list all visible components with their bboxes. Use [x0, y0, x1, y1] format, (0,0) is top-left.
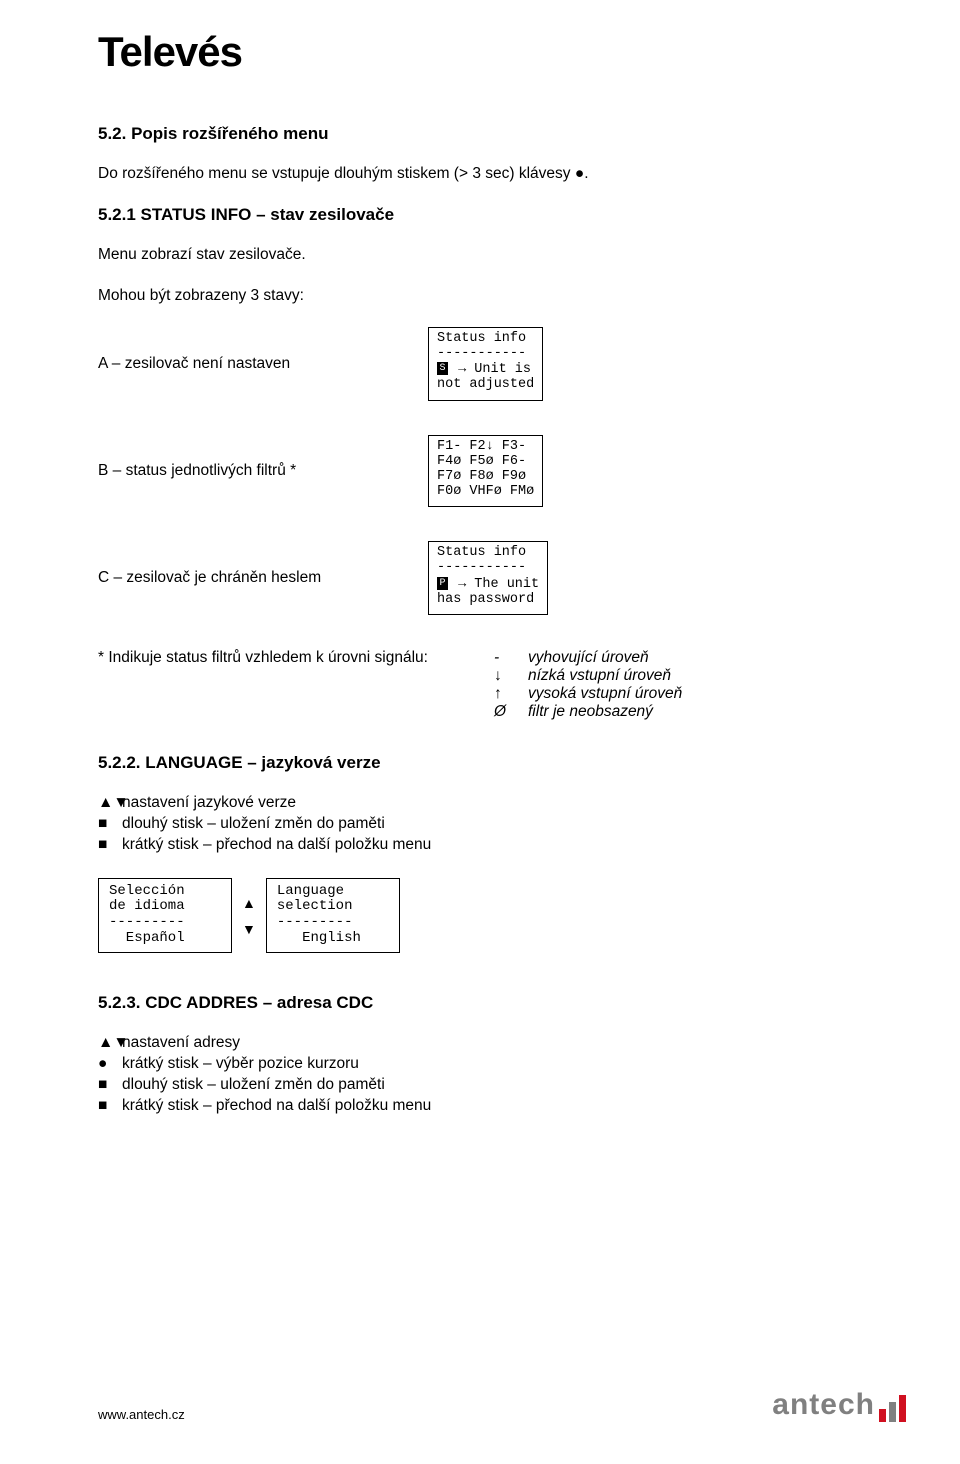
bullet-523-3: ■ krátký stisk – přechod na další položk… — [98, 1096, 862, 1117]
bullet-523-3-sym: ■ — [98, 1096, 116, 1117]
legend-row-3: Ø filtr je neobsazený — [494, 703, 682, 721]
antech-bars-icon — [879, 1395, 906, 1422]
state-a-row: A – zesilovač není nastaven Status info … — [98, 327, 862, 401]
antech-bar-1 — [879, 1409, 886, 1422]
lcd-state-c: Status info ----------- P → The unit has… — [428, 541, 548, 615]
lcd-a-l3rest: → Unit is — [450, 362, 531, 377]
lcd-a-l3: S → Unit is — [437, 362, 534, 378]
legend-desc-0: vyhovující úroveň — [528, 649, 649, 667]
lcd-en-l2: selection — [277, 899, 389, 915]
legend-row-1: ↓ nízká vstupní úroveň — [494, 667, 682, 685]
legend-sym-1: ↓ — [494, 667, 528, 685]
state-b-row: B – status jednotlivých filtrů * F1- F2↓… — [98, 435, 862, 508]
bullet-523-2-sym: ■ — [98, 1075, 116, 1096]
antech-logo-text: antech — [772, 1388, 875, 1422]
arrow-up-icon: ▲ — [242, 895, 256, 911]
arrow-down-icon: ▼ — [242, 921, 256, 937]
bullet-522-0: ▲▼ nastavení jazykové verze — [98, 793, 862, 814]
lcd-a-l2: ----------- — [437, 347, 534, 362]
lcd-b-l1: F1- F2↓ F3- — [437, 440, 534, 455]
lcd-a-l4: not adjusted — [437, 378, 534, 393]
lcd-lang-es: Selección de idioma --------- Español — [98, 878, 232, 954]
lcd-b-l2: F4ø F5ø F6- — [437, 455, 534, 470]
bullet-523-0-text: nastavení adresy — [122, 1033, 240, 1054]
bullet-523-1-sym: ● — [98, 1054, 116, 1075]
legend-intro: * Indikuje status filtrů vzhledem k úrov… — [98, 649, 494, 721]
lcd-en-l1: Language — [277, 884, 389, 900]
bullet-523-2-text: dlouhý stisk – uložení změn do paměti — [122, 1075, 385, 1096]
lcd-b-l4: F0ø VHFø FMø — [437, 485, 534, 500]
state-c-row: C – zesilovač je chráněn heslem Status i… — [98, 541, 862, 615]
legend-sym-2: ↑ — [494, 685, 528, 703]
arrows-col: ▲ ▼ — [242, 895, 256, 937]
bullet-522-1: ■ dlouhý stisk – uložení změn do paměti — [98, 814, 862, 835]
bullet-523-1-text: krátký stisk – výběr pozice kurzoru — [122, 1054, 359, 1075]
bullet-523-0-sym: ▲▼ — [98, 1033, 116, 1054]
televes-logo: Televés — [98, 28, 862, 76]
lcd-en-l4: English — [277, 931, 389, 947]
lcd-es-l2: de idioma — [109, 899, 221, 915]
legend-desc-2: vysoká vstupní úroveň — [528, 685, 682, 703]
lcd-c-l3rest: → The unit — [450, 577, 539, 592]
footer-url: www.antech.cz — [98, 1407, 185, 1422]
legend-desc-3: filtr je neobsazený — [528, 703, 653, 721]
lcd-c-l4: has password — [437, 593, 539, 608]
lcd-en-l3: --------- — [277, 915, 389, 931]
language-lcd-row: Selección de idioma --------- Español ▲ … — [98, 878, 862, 954]
lcd-state-a: Status info ----------- S → Unit is not … — [428, 327, 543, 401]
lcd-state-b: F1- F2↓ F3- F4ø F5ø F6- F7ø F8ø F9ø F0ø … — [428, 435, 543, 508]
antech-logo: antech — [772, 1388, 906, 1422]
bullet-522-1-text: dlouhý stisk – uložení změn do paměti — [122, 814, 385, 835]
heading-5-2: 5.2. Popis rozšířeného menu — [98, 124, 862, 144]
state-b-label: B – status jednotlivých filtrů * — [98, 462, 408, 480]
legend-row-0: - vyhovující úroveň — [494, 649, 682, 667]
bullets-5-2-3: ▲▼ nastavení adresy ● krátký stisk – výb… — [98, 1033, 862, 1117]
lcd-es-l4: Español — [109, 931, 221, 947]
lcd-a-l1: Status info — [437, 332, 534, 347]
lcd-a-glyph: S — [437, 362, 448, 375]
lcd-c-l1: Status info — [437, 546, 539, 561]
antech-bar-3 — [899, 1395, 906, 1422]
legend-table: - vyhovující úroveň ↓ nízká vstupní úrov… — [494, 649, 682, 721]
legend-sym-0: - — [494, 649, 528, 667]
heading-5-2-3: 5.2.3. CDC ADDRES – adresa CDC — [98, 993, 862, 1013]
bullet-522-0-text: nastavení jazykové verze — [122, 793, 296, 814]
bullet-523-2: ■ dlouhý stisk – uložení změn do paměti — [98, 1075, 862, 1096]
bullet-522-2: ■ krátký stisk – přechod na další položk… — [98, 835, 862, 856]
paragraph-5-2-intro: Do rozšířeného menu se vstupuje dlouhým … — [98, 164, 862, 185]
legend-block: * Indikuje status filtrů vzhledem k úrov… — [98, 649, 862, 721]
bullet-523-1: ● krátký stisk – výběr pozice kurzoru — [98, 1054, 862, 1075]
state-c-label: C – zesilovač je chráněn heslem — [98, 569, 408, 587]
state-a-label: A – zesilovač není nastaven — [98, 355, 408, 373]
legend-desc-1: nízká vstupní úroveň — [528, 667, 671, 685]
bullet-523-0: ▲▼ nastavení adresy — [98, 1033, 862, 1054]
bullet-522-0-sym: ▲▼ — [98, 793, 116, 814]
lcd-c-l3: P → The unit — [437, 577, 539, 593]
footer: www.antech.cz antech — [98, 1388, 906, 1422]
paragraph-5-2-1-intro: Menu zobrazí stav zesilovače. — [98, 245, 862, 266]
heading-5-2-1: 5.2.1 STATUS INFO – stav zesilovače — [98, 205, 862, 225]
bullet-522-2-text: krátký stisk – přechod na další položku … — [122, 835, 431, 856]
bullet-522-2-sym: ■ — [98, 835, 116, 856]
paragraph-5-2-1-states: Mohou být zobrazeny 3 stavy: — [98, 286, 862, 307]
heading-5-2-2: 5.2.2. LANGUAGE – jazyková verze — [98, 753, 862, 773]
televes-logo-text: Televés — [98, 28, 242, 75]
lcd-b-l3: F7ø F8ø F9ø — [437, 470, 534, 485]
lcd-lang-en: Language selection --------- English — [266, 878, 400, 954]
lcd-es-l1: Selección — [109, 884, 221, 900]
bullet-522-1-sym: ■ — [98, 814, 116, 835]
legend-row-2: ↑ vysoká vstupní úroveň — [494, 685, 682, 703]
legend-sym-3: Ø — [494, 703, 528, 721]
lcd-es-l3: --------- — [109, 915, 221, 931]
lcd-c-l2: ----------- — [437, 561, 539, 576]
antech-bar-2 — [889, 1402, 896, 1422]
bullet-523-3-text: krátký stisk – přechod na další položku … — [122, 1096, 431, 1117]
bullets-5-2-2: ▲▼ nastavení jazykové verze ■ dlouhý sti… — [98, 793, 862, 856]
lcd-c-glyph: P — [437, 577, 448, 590]
